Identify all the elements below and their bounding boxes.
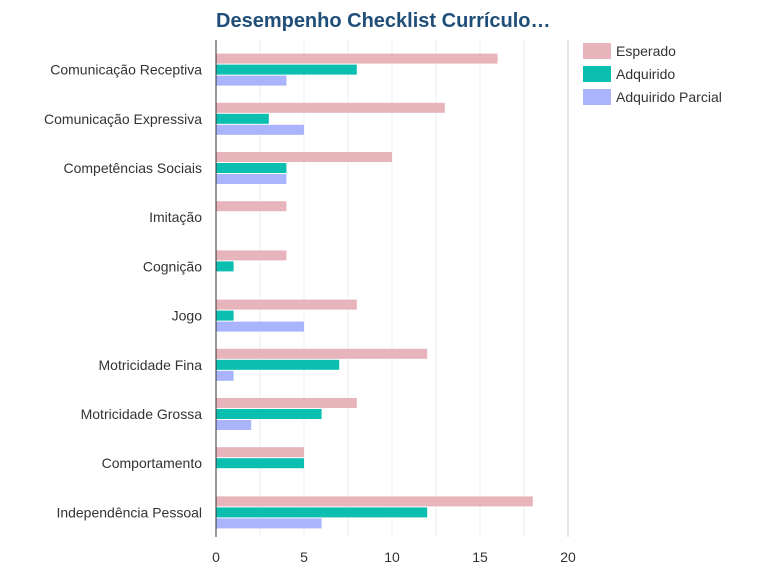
legend-swatch [583,43,611,59]
bar-adquirido [216,113,269,124]
x-tick-label: 15 [472,549,488,565]
bar-adquirido-parcial [216,420,252,430]
bar-esperado [216,250,287,261]
bar-adquirido [216,507,428,518]
bar-esperado [216,496,533,507]
chart-title: Desempenho Checklist Currículo… [216,10,551,32]
bar-adquirido-parcial [216,75,287,86]
bar-adquirido [216,409,322,419]
x-tick-label: 20 [560,549,576,565]
x-tick-label: 0 [212,549,220,565]
category-label: Motricidade Grossa [81,406,203,422]
bar-adquirido [216,310,234,321]
bar-adquirido [216,64,357,75]
bar-esperado [216,152,392,162]
category-label: Imitação [149,209,202,225]
bar-esperado [216,447,304,458]
bar-adquirido [216,458,304,469]
category-label: Jogo [172,308,203,324]
bar-adquirido-parcial [216,124,304,135]
bar-adquirido [216,163,287,173]
legend-label: Adquirido [616,66,675,82]
bar-esperado [216,53,498,64]
legend-label: Esperado [616,43,676,59]
category-label: Comunicação Expressiva [44,111,202,127]
bar-adquirido-parcial [216,370,234,381]
legend-label: Adquirido Parcial [616,89,722,105]
bar-adquirido [216,261,234,272]
category-label: Competências Sociais [63,160,202,176]
bar-adquirido-parcial [216,174,287,184]
bar-adquirido-parcial [216,518,322,529]
bar-esperado [216,102,445,113]
legend-swatch [583,66,611,82]
category-label: Comunicação Receptiva [50,62,202,78]
legend-swatch [583,89,611,105]
x-tick-label: 10 [384,549,400,565]
category-label: Cognição [143,258,202,274]
category-label: Motricidade Fina [99,357,203,373]
bar-adquirido-parcial [216,321,304,332]
bar-adquirido [216,359,340,370]
bar-esperado [216,348,428,359]
category-label: Independência Pessoal [56,504,202,520]
category-label: Comportamento [102,455,203,471]
bar-esperado [216,299,357,310]
bar-esperado [216,398,357,408]
bar-esperado [216,201,287,212]
x-tick-label: 5 [300,549,308,565]
